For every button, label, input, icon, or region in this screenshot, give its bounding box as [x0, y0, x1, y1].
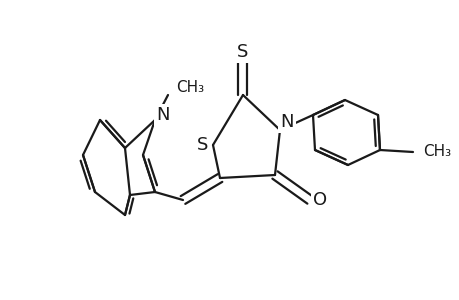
- Text: O: O: [312, 191, 326, 209]
- Text: CH₃: CH₃: [422, 145, 450, 160]
- Text: CH₃: CH₃: [176, 80, 204, 94]
- Text: N: N: [156, 106, 169, 124]
- Text: N: N: [280, 113, 293, 131]
- Text: S: S: [237, 43, 248, 61]
- Text: S: S: [197, 136, 208, 154]
